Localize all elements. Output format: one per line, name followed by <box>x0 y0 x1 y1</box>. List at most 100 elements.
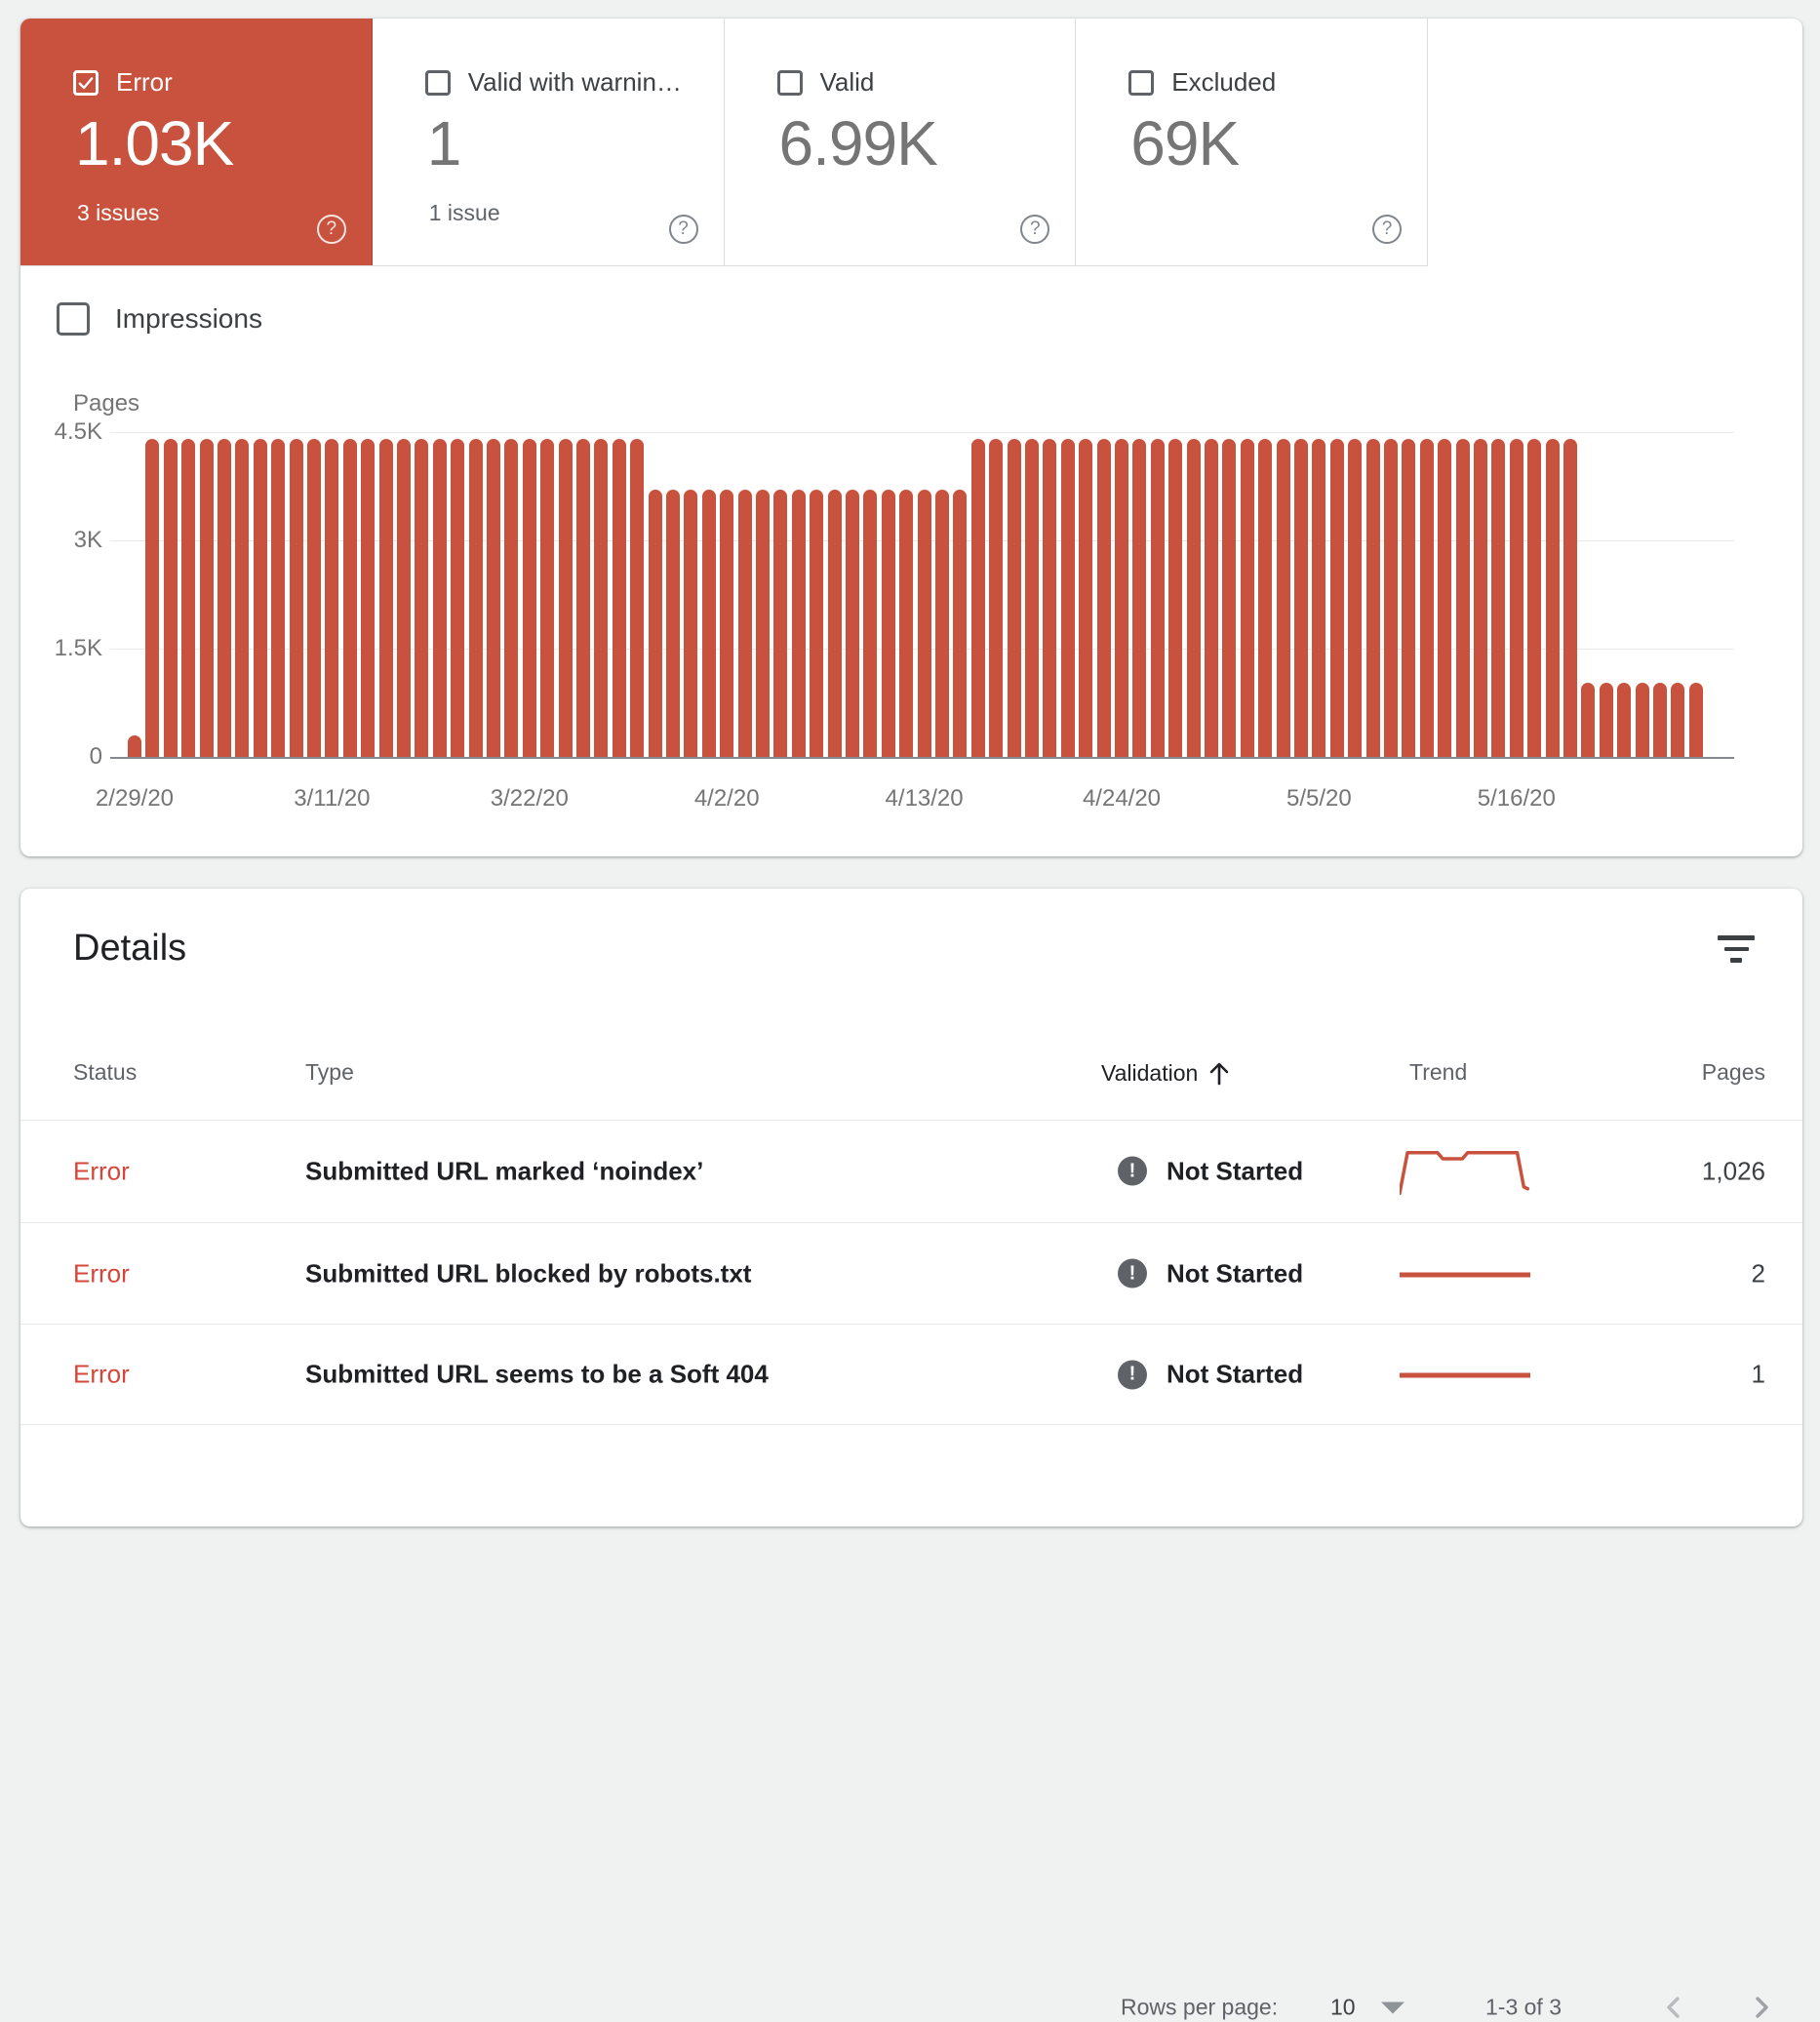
chart-bar[interactable] <box>612 439 626 757</box>
chart-bar[interactable] <box>1205 439 1218 757</box>
chart-bar[interactable] <box>1312 439 1326 757</box>
excluded-checkbox[interactable] <box>1128 69 1155 96</box>
chart-bar[interactable] <box>1419 439 1434 757</box>
status-card-valid-with-warnings[interactable]: Valid with warnin… 1 1 issue ? <box>372 19 725 265</box>
chart-bar[interactable] <box>1563 439 1577 757</box>
chart-bar[interactable] <box>576 439 590 757</box>
chart-bar[interactable] <box>1545 439 1560 757</box>
chart-bar[interactable] <box>289 439 303 757</box>
chart-bar[interactable] <box>128 735 141 757</box>
chart-bar[interactable] <box>271 439 286 757</box>
chart-bar[interactable] <box>1115 439 1128 757</box>
chart-bar[interactable] <box>218 439 231 757</box>
chart-bar[interactable] <box>701 490 716 757</box>
column-header-status[interactable]: Status <box>73 1059 138 1085</box>
help-icon[interactable]: ? <box>668 215 698 244</box>
chart-bar[interactable] <box>415 439 429 757</box>
next-page-button[interactable] <box>1747 1993 1776 2022</box>
chart-bar[interactable] <box>720 490 734 757</box>
table-row[interactable]: Error Submitted URL seems to be a Soft 4… <box>20 1325 1802 1425</box>
chart-bar[interactable] <box>846 490 859 757</box>
chart-bar[interactable] <box>540 439 555 757</box>
chart-bar[interactable] <box>163 439 178 757</box>
chart-bar[interactable] <box>989 439 1004 757</box>
chart-bar[interactable] <box>558 439 573 757</box>
chart-bar[interactable] <box>1581 683 1596 757</box>
column-header-pages[interactable]: Pages <box>1701 1059 1765 1085</box>
chart-bar[interactable] <box>361 439 376 757</box>
chart-bar[interactable] <box>199 439 214 757</box>
chart-bar[interactable] <box>1132 439 1147 757</box>
column-header-validation[interactable]: Validation <box>1101 1059 1231 1087</box>
chart-bar[interactable] <box>1186 439 1201 757</box>
chart-bar[interactable] <box>666 490 680 757</box>
chart-bar[interactable] <box>1617 683 1632 757</box>
help-icon[interactable]: ? <box>1020 215 1050 244</box>
rows-per-page-select[interactable]: 10 <box>1330 1995 1405 2021</box>
chart-bar[interactable] <box>1348 439 1363 757</box>
chart-bar[interactable] <box>1653 683 1667 757</box>
chart-bar[interactable] <box>881 490 895 757</box>
help-icon[interactable]: ? <box>1372 215 1402 244</box>
chart-bar[interactable] <box>1168 439 1183 757</box>
chart-bar[interactable] <box>1007 439 1021 757</box>
chart-bar[interactable] <box>1474 439 1487 757</box>
chart-bar[interactable] <box>307 439 321 757</box>
chart-bar[interactable] <box>378 439 393 757</box>
chart-bar[interactable] <box>756 490 770 757</box>
help-icon[interactable]: ? <box>316 215 346 244</box>
chart-bar[interactable] <box>863 490 878 757</box>
chart-bar[interactable] <box>1438 439 1452 757</box>
chart-bar[interactable] <box>181 439 196 757</box>
chart-bar[interactable] <box>953 490 968 757</box>
chart-bar[interactable] <box>487 439 500 757</box>
valid-checkbox[interactable] <box>776 69 803 96</box>
column-header-type[interactable]: Type <box>305 1059 354 1085</box>
chart-bar[interactable] <box>1671 683 1685 757</box>
row-type-link[interactable]: Submitted URL marked ‘noindex’ <box>305 1156 704 1185</box>
chart-bar[interactable] <box>1043 439 1057 757</box>
chart-bar[interactable] <box>1688 683 1703 757</box>
chart-bar[interactable] <box>397 439 411 757</box>
chart-bar[interactable] <box>1509 439 1523 757</box>
impressions-checkbox[interactable] <box>57 302 90 336</box>
impressions-toggle[interactable]: Impressions <box>57 302 262 336</box>
chart-bar[interactable] <box>235 439 250 757</box>
chart-bar[interactable] <box>917 490 931 757</box>
row-type-link[interactable]: Submitted URL seems to be a Soft 404 <box>305 1359 769 1389</box>
chart-bar[interactable] <box>1258 439 1273 757</box>
chart-bar[interactable] <box>325 439 339 757</box>
chart-bar[interactable] <box>1276 439 1290 757</box>
chart-bar[interactable] <box>1294 439 1308 757</box>
filter-icon[interactable] <box>1717 935 1756 965</box>
chart-bar[interactable] <box>1240 439 1254 757</box>
chart-bar[interactable] <box>1402 439 1416 757</box>
chart-bar[interactable] <box>1455 439 1470 757</box>
chart-bar[interactable] <box>1060 439 1075 757</box>
chart-bar[interactable] <box>145 439 160 757</box>
valid-with-warnings-checkbox[interactable] <box>424 69 451 96</box>
chart-bar[interactable] <box>1079 439 1093 757</box>
chart-bar[interactable] <box>1222 439 1237 757</box>
chart-bar[interactable] <box>648 490 662 757</box>
chart-bar[interactable] <box>791 490 806 757</box>
status-card-error[interactable]: Error 1.03K 3 issues ? <box>20 19 373 265</box>
chart-bar[interactable] <box>1635 683 1649 757</box>
status-card-valid[interactable]: Valid 6.99K ? <box>724 19 1077 265</box>
row-type-link[interactable]: Submitted URL blocked by robots.txt <box>305 1258 752 1288</box>
chart-bar[interactable] <box>451 439 465 757</box>
chart-bar[interactable] <box>1150 439 1165 757</box>
previous-page-button[interactable] <box>1659 1993 1688 2022</box>
chart-bar[interactable] <box>432 439 447 757</box>
status-card-excluded[interactable]: Excluded 69K ? <box>1076 19 1428 265</box>
chart-bar[interactable] <box>468 439 483 757</box>
chart-bar[interactable] <box>342 439 357 757</box>
chart-bar[interactable] <box>253 439 267 757</box>
chart-bar[interactable] <box>773 490 788 757</box>
table-row[interactable]: Error Submitted URL marked ‘noindex’ ! N… <box>20 1120 1802 1223</box>
chart-bar[interactable] <box>827 490 842 757</box>
chart-bar[interactable] <box>899 490 914 757</box>
chart-bar[interactable] <box>594 439 609 757</box>
chart-bar[interactable] <box>1384 439 1398 757</box>
error-checkbox[interactable] <box>73 69 99 96</box>
